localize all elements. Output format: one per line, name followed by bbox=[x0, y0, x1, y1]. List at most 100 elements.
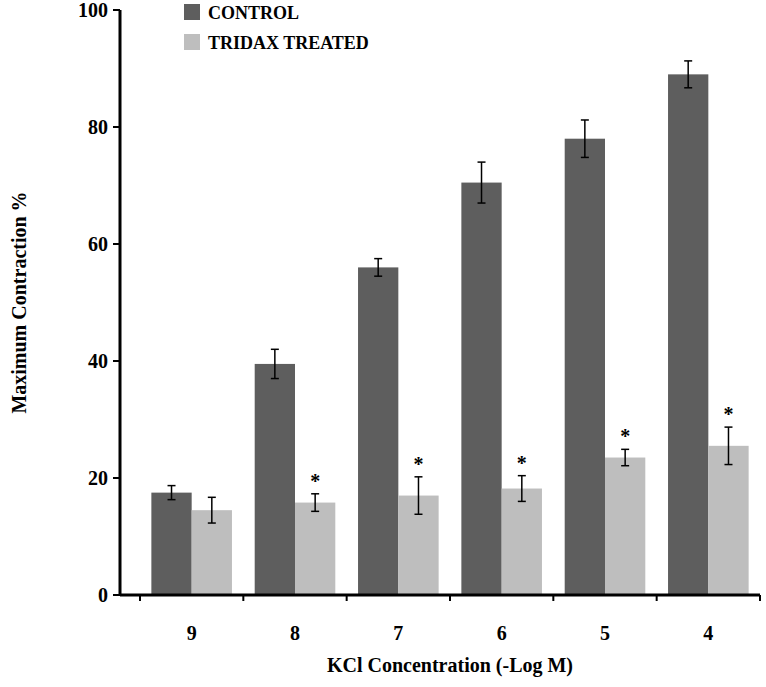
significance-mark: * bbox=[620, 425, 630, 447]
error-cap bbox=[518, 475, 526, 477]
error-cap bbox=[684, 60, 692, 62]
bar bbox=[358, 267, 398, 595]
y-tick bbox=[113, 477, 120, 479]
error-bar bbox=[724, 427, 732, 464]
error-cap bbox=[724, 464, 732, 466]
bar bbox=[192, 510, 232, 595]
error-cap bbox=[724, 426, 732, 428]
x-tick-label: 7 bbox=[393, 622, 403, 644]
error-stem bbox=[521, 476, 523, 502]
significance-mark: * bbox=[723, 403, 733, 425]
y-tick-label: 60 bbox=[88, 233, 108, 255]
error-cap bbox=[168, 499, 176, 501]
error-cap bbox=[414, 476, 422, 478]
error-bar bbox=[621, 449, 629, 465]
error-cap bbox=[414, 514, 422, 516]
x-tick bbox=[449, 595, 451, 601]
legend-label: CONTROL bbox=[208, 3, 299, 23]
x-tick-label: 9 bbox=[187, 622, 197, 644]
y-axis bbox=[119, 10, 122, 595]
bar bbox=[708, 446, 748, 595]
error-cap bbox=[581, 157, 589, 159]
legend-label: TRIDAX TREATED bbox=[208, 33, 369, 53]
legend-swatch bbox=[184, 4, 200, 20]
y-tick bbox=[113, 243, 120, 245]
error-bar bbox=[374, 259, 382, 277]
error-cap bbox=[271, 349, 279, 351]
error-bar bbox=[414, 477, 422, 514]
error-cap bbox=[271, 378, 279, 380]
error-stem bbox=[624, 449, 626, 465]
error-bars bbox=[168, 61, 733, 523]
significance-mark: * bbox=[310, 470, 320, 492]
error-bar bbox=[581, 120, 589, 157]
error-cap bbox=[374, 258, 382, 260]
y-tick bbox=[113, 594, 120, 596]
bar bbox=[668, 74, 708, 595]
error-stem bbox=[418, 477, 420, 514]
x-tick-label: 8 bbox=[290, 622, 300, 644]
y-tick-label: 0 bbox=[98, 584, 108, 606]
error-stem bbox=[377, 259, 379, 277]
error-cap bbox=[621, 449, 629, 451]
legend-swatch bbox=[184, 34, 200, 50]
error-cap bbox=[478, 161, 486, 163]
bar bbox=[295, 503, 335, 595]
error-cap bbox=[208, 497, 216, 499]
error-bar bbox=[271, 349, 279, 378]
bar bbox=[255, 364, 295, 595]
x-tick-label: 4 bbox=[703, 622, 713, 644]
legend: CONTROL TRIDAX TREATED bbox=[184, 3, 369, 53]
y-tick-label: 40 bbox=[88, 350, 108, 372]
y-tick-label: 20 bbox=[88, 467, 108, 489]
error-cap bbox=[684, 87, 692, 89]
bar bbox=[502, 489, 542, 595]
error-cap bbox=[168, 485, 176, 487]
x-tick bbox=[346, 595, 348, 601]
error-cap bbox=[374, 275, 382, 277]
error-cap bbox=[518, 501, 526, 503]
bar bbox=[151, 493, 191, 595]
bar bbox=[461, 183, 501, 595]
error-cap bbox=[311, 511, 319, 513]
error-cap bbox=[311, 493, 319, 495]
error-bar bbox=[518, 476, 526, 502]
x-axis-label: KCl Concentration (-Log M) bbox=[327, 654, 573, 677]
error-cap bbox=[208, 522, 216, 524]
error-cap bbox=[621, 465, 629, 467]
error-bar bbox=[478, 162, 486, 203]
bar bbox=[605, 458, 645, 595]
error-bar bbox=[684, 61, 692, 88]
x-tick-label: 5 bbox=[600, 622, 610, 644]
y-tick bbox=[113, 126, 120, 128]
x-tick bbox=[759, 595, 761, 601]
error-bar bbox=[168, 486, 176, 500]
chart: * * * * * 0 20 40 60 80 100 9 8 7 6 5 4 KCl Concentration… bbox=[0, 0, 766, 687]
y-tick-label: 80 bbox=[88, 116, 108, 138]
y-tick bbox=[113, 9, 120, 11]
error-bar bbox=[208, 497, 216, 523]
x-tick bbox=[242, 595, 244, 601]
y-axis-label: Maximum Contraction % bbox=[8, 191, 30, 413]
x-tick-label: 6 bbox=[497, 622, 507, 644]
x-tick bbox=[552, 595, 554, 601]
error-stem bbox=[687, 61, 689, 88]
x-axis bbox=[120, 594, 760, 597]
y-tick-label: 100 bbox=[78, 0, 108, 21]
error-stem bbox=[314, 494, 316, 512]
error-cap bbox=[478, 202, 486, 204]
y-tick bbox=[113, 360, 120, 362]
error-stem bbox=[211, 497, 213, 523]
x-tick bbox=[656, 595, 658, 601]
significance-mark: * bbox=[413, 453, 423, 475]
error-cap bbox=[581, 119, 589, 121]
error-bar bbox=[311, 494, 319, 512]
x-tick bbox=[139, 595, 141, 601]
error-stem bbox=[481, 162, 483, 203]
bars bbox=[151, 74, 748, 595]
error-stem bbox=[728, 427, 730, 464]
bar bbox=[565, 139, 605, 595]
error-stem bbox=[274, 349, 276, 378]
error-stem bbox=[171, 486, 173, 500]
significance-mark: * bbox=[517, 452, 527, 474]
